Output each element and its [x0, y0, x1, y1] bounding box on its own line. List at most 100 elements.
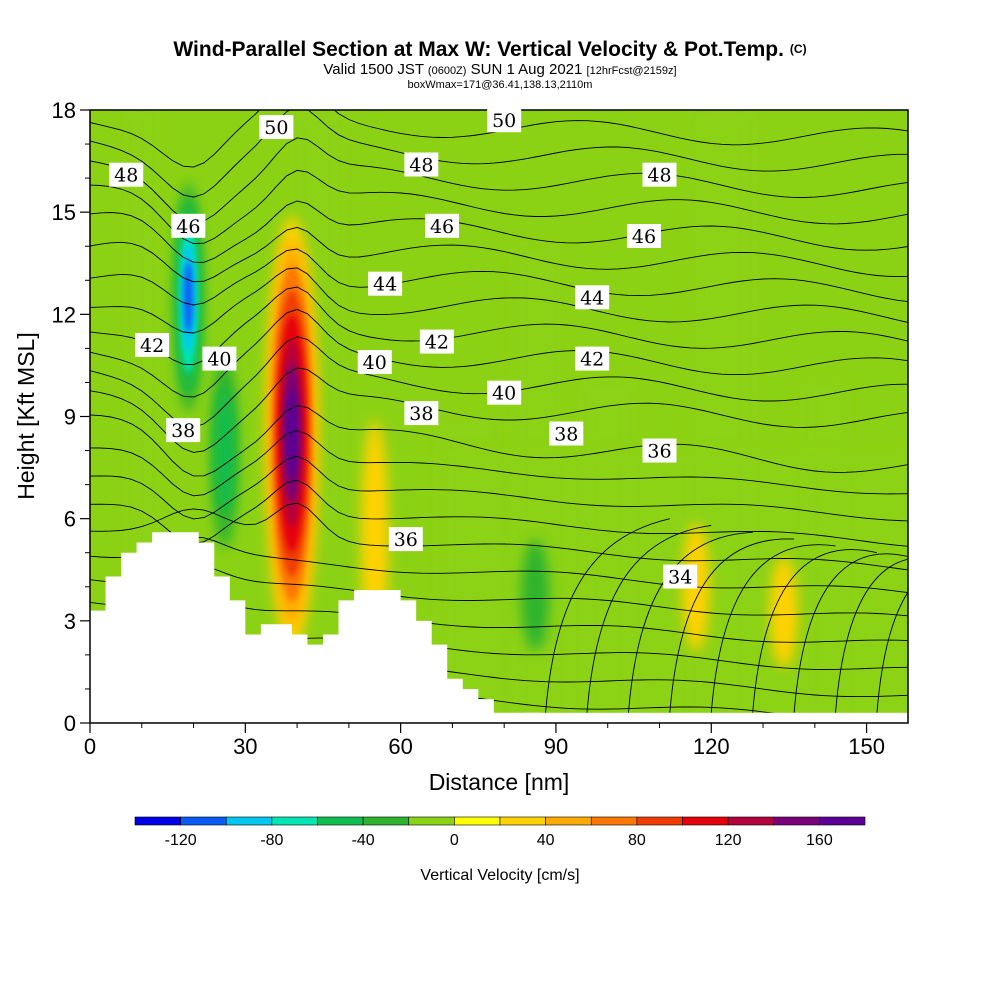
contour-label: 50: [487, 108, 522, 133]
colorbar-swatch: [362, 816, 410, 826]
theta-contour-line: [90, 502, 908, 571]
contour-label-text: 34: [668, 567, 692, 589]
x-axis-label: Distance [nm]: [429, 769, 570, 795]
theta-contour-line: [90, 200, 908, 263]
contour-label-bg: [663, 564, 698, 589]
contour-label-text: 38: [554, 424, 578, 446]
y-tick-label: 3: [64, 609, 76, 634]
contour-label: 42: [575, 346, 610, 371]
theta-contour-line: [90, 430, 908, 497]
ground-strip: [524, 712, 908, 723]
colorbar-tick-label: 80: [628, 832, 646, 849]
velocity-feature: [769, 556, 798, 668]
contour-label: 42: [419, 329, 454, 354]
y-tick-label: 6: [64, 507, 76, 532]
contour-label-bg: [404, 401, 439, 426]
colorbar-swatch: [545, 816, 592, 826]
contour-label: 36: [388, 527, 423, 552]
x-tick-label: 90: [544, 734, 568, 759]
contour-label-bg: [642, 162, 677, 187]
theta-contour-line: [545, 518, 670, 713]
colorbar-swatch: [636, 816, 683, 826]
plot-area: [90, 110, 908, 723]
colorbar-tick-label: 120: [715, 832, 742, 849]
contour-label-bg: [419, 329, 454, 354]
colorbar-swatch: [682, 816, 729, 826]
x-tick-label: 150: [848, 734, 885, 759]
contour-label-bg: [575, 346, 610, 371]
chart-subtitle: Valid 1500 JST (0600Z) SUN 1 Aug 2021 [1…: [323, 61, 676, 78]
contour-labels: 48 50 50 48 48 46 46 46 44 44 42 42 42 40 40 40 38 38 38 36…: [109, 108, 698, 589]
colorbar-tick-label: -120: [165, 832, 197, 849]
colorbar-swatch: [499, 816, 546, 826]
contour-label-bg: [404, 152, 439, 177]
contour-label-bg: [202, 346, 237, 371]
contour-label-bg: [388, 527, 423, 552]
contour-label-text: 48: [114, 165, 138, 187]
contour-label-bg: [368, 271, 403, 296]
contour-label-text: 48: [647, 165, 671, 187]
y-tick-label: 9: [64, 405, 76, 430]
contour-label-text: 46: [176, 216, 200, 238]
x-tick-label: 0: [84, 734, 96, 759]
colorbar-swatch: [454, 816, 501, 826]
contour-label: 46: [171, 213, 206, 238]
colorbar-tick-label: 0: [450, 832, 459, 849]
contour-label-bg: [425, 213, 460, 238]
colorbar-swatch: [819, 816, 866, 826]
contour-label: 48: [404, 152, 439, 177]
contour-label-text: 42: [580, 349, 604, 371]
contour-label-bg: [171, 213, 206, 238]
contour-label-bg: [487, 108, 522, 133]
contour-label-text: 40: [207, 349, 231, 371]
y-axis-label: Height [Kft MSL]: [13, 332, 39, 499]
colorbar-tick-label: 40: [537, 832, 555, 849]
theta-contour-line: [90, 137, 908, 224]
contour-label-bg: [575, 285, 610, 310]
theta-contour-line: [90, 267, 908, 334]
colorbar-swatch: [773, 816, 820, 826]
velocity-feature: [184, 261, 193, 334]
contour-label-bg: [166, 418, 201, 443]
colorbar-swatch: [727, 816, 775, 826]
y-tick-label: 12: [52, 302, 76, 327]
contour-label: 40: [202, 346, 237, 371]
contour-label-text: 46: [632, 226, 656, 248]
colorbar-label: Vertical Velocity [cm/s]: [420, 867, 579, 884]
title-mark: (C): [790, 42, 807, 56]
contour-label-text: 48: [409, 154, 433, 176]
theta-contour-line: [90, 455, 908, 522]
theta-contour-line: [752, 549, 878, 713]
contour-label-text: 42: [140, 335, 164, 357]
x-tick-label: 120: [693, 734, 730, 759]
contour-label: 38: [404, 401, 439, 426]
contour-label-text: 44: [580, 287, 604, 309]
theta-contour-line: [90, 169, 908, 245]
contour-label: 48: [642, 162, 677, 187]
contour-label: 40: [357, 350, 392, 375]
velocity-field: [127, 110, 908, 723]
x-tick-label: 30: [233, 734, 257, 759]
theta-contour-line: [90, 248, 908, 306]
contour-label: 46: [425, 213, 460, 238]
contour-label-text: 40: [492, 383, 516, 405]
theta-contour-line: [710, 544, 836, 713]
contour-label-text: 50: [264, 117, 288, 139]
contour-label: 40: [487, 380, 522, 405]
contour-label-text: 44: [373, 274, 397, 296]
terrain: [90, 532, 541, 723]
colorbar-swatch: [225, 816, 273, 826]
contour-label: 50: [259, 115, 294, 140]
theta-contour-line: [90, 405, 908, 477]
contour-label-text: 38: [171, 420, 195, 442]
theta-contour-line: [876, 591, 908, 713]
contour-label: 44: [368, 271, 403, 296]
theta-contour-line: [90, 286, 908, 366]
contour-label-bg: [259, 115, 294, 140]
theta-contour-line: [90, 308, 908, 398]
contour-label-bg: [109, 162, 144, 187]
contour-label-text: 36: [394, 529, 418, 551]
colorbar-swatch: [180, 816, 227, 826]
